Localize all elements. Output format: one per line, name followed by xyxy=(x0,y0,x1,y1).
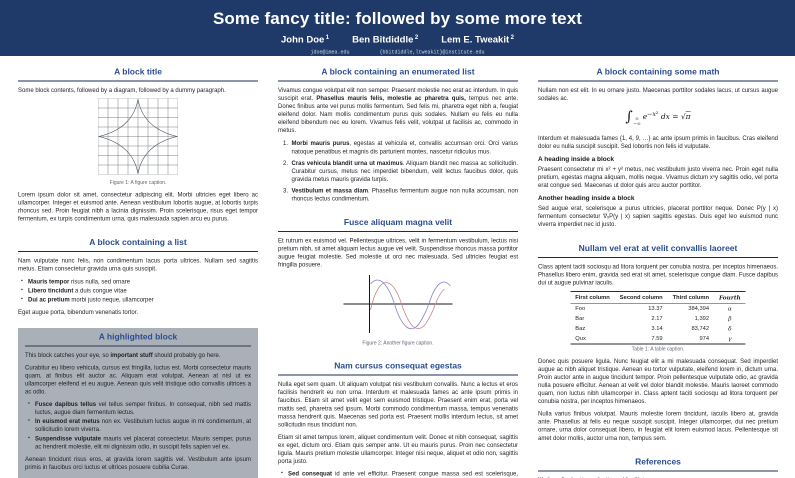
grid-star-diagram xyxy=(97,98,179,175)
list-item: Fusce dapibus tellus vel tellus semper f… xyxy=(28,400,251,416)
column-header: First column xyxy=(570,291,615,304)
poster-header: Some fancy title: followed by some more … xyxy=(0,0,795,56)
body-paragraph: Aenean tincidunt risus eros, at gravida … xyxy=(25,455,251,471)
data-table: First column Second column Third column … xyxy=(570,290,746,345)
enumerated-list: 1. Morbi mauris purus, egestas at vehicul… xyxy=(283,139,518,202)
figure-caption: Figure 2: Another figure caption. xyxy=(362,340,434,347)
list-item: Sed consequat id ante vel efficitur. Pra… xyxy=(281,470,518,478)
table-row: Baz 3.14 83,742 δ xyxy=(575,324,732,332)
author-3: Lem E. Tweakit 2 xyxy=(441,34,514,46)
body-paragraph: Some block contents, followed by a diagr… xyxy=(18,86,226,94)
block-heading: References xyxy=(538,454,778,472)
body-paragraph: Et rutrum ex euismod vel. Pellentesque u… xyxy=(278,237,518,269)
table-caption: Table 1: A table caption. xyxy=(631,346,685,352)
highlighted-block: A highlighted block This block catches y… xyxy=(18,327,258,478)
poster-columns: A block title Some block contents, follo… xyxy=(0,56,795,478)
email-2: {bbitdiddle,ltweakit}@institute.edu xyxy=(379,50,485,56)
block-heading: A block containing a list xyxy=(18,235,258,253)
list-item: Libero tincidunt a duis congue vitae xyxy=(21,286,258,294)
block-references: References [1] Seung-Pyo Jun, Hyoung Sun… xyxy=(538,454,778,478)
block-heading: Nam cursus consequat egestas xyxy=(278,358,518,376)
block-table: Nullam vel erat at velit convallis laore… xyxy=(538,240,778,442)
body-paragraph: Donec quis posuere ligula. Nunc feugiat … xyxy=(538,357,778,405)
list-item: Suspendisse vulputate mauris vel placera… xyxy=(28,434,251,450)
list-item: Mauris tempor risus nulla, sed ornare xyxy=(21,277,258,285)
author-affiliation-sup: 2 xyxy=(510,33,514,41)
column-header: Fourth xyxy=(714,291,746,304)
list-item: Dui ac pretium morbi justo neque, ullamc… xyxy=(21,295,258,303)
body-paragraph: Curabitur eu libero vehicula, cursus est… xyxy=(25,363,251,396)
sine-plot xyxy=(343,275,453,334)
block-fusce-aliquam: Fusce aliquam magna velit Et rutrum ex e… xyxy=(278,215,518,346)
inner-heading: Another heading inside a block xyxy=(538,194,635,202)
table-row: Bar 2.17 1,392 β xyxy=(575,314,732,322)
column-right: A block containing some math Nullam non … xyxy=(538,64,778,478)
block-heading: Fusce aliquam magna velit xyxy=(278,215,518,233)
body-paragraph: Lorem ipsum dolor sit amet, consectetur … xyxy=(18,191,258,223)
author-affiliation-sup: 2 xyxy=(414,33,419,41)
references-list: [1] Seung-Pyo Jun, Hyoung Sun Yoo, and S… xyxy=(538,476,778,478)
body-paragraph: This block catches your eye, so importan… xyxy=(25,351,221,359)
math-equation: ∫ ∞ −∞ e−x² dx = √π xyxy=(625,108,691,127)
authors-line: John Doe 1 Ben Bitdiddle 2 Lem E. Tweakit 2 xyxy=(0,34,795,46)
column-header: Third column xyxy=(667,291,715,304)
list-item: In euismod erat metus non ex. Vestibulum… xyxy=(28,417,251,433)
column-header: Second column xyxy=(614,291,668,304)
inner-heading: A heading inside a block xyxy=(538,155,614,163)
enum-item: 3. Vestibulum et massa diam. Phasellus fe… xyxy=(283,186,518,202)
author-affiliation-sup: 1 xyxy=(325,33,330,41)
table-row: Foo 13.37 384,394 α xyxy=(575,304,732,312)
body-paragraph: Vivamus congue volutpat elit non semper.… xyxy=(278,86,519,134)
block-enumerated-list: A block containing an enumerated list Vi… xyxy=(278,64,518,203)
sine-curve-blue xyxy=(370,279,451,330)
author-2: Ben Bitdiddle 2 xyxy=(352,34,418,46)
enum-item: 2. Cras vehicula blandit urna ut maximus.… xyxy=(283,159,518,183)
column-left: A block title Some block contents, follo… xyxy=(18,64,258,478)
block-some-math: A block containing some math Nullam non … xyxy=(538,64,778,228)
column-middle: A block containing an enumerated list Vi… xyxy=(278,64,518,478)
block-nam-cursus: Nam cursus consequat egestas Nulla eget … xyxy=(278,358,518,478)
table-header-row: First column Second column Third column … xyxy=(570,291,746,304)
poster-title: Some fancy title: followed by some more … xyxy=(212,9,583,28)
block-heading: Nullam vel erat at velit convallis laore… xyxy=(538,240,778,258)
figure-sine-plot: Figure 2: Another figure caption. xyxy=(278,273,518,346)
block-heading: A block containing an enumerated list xyxy=(278,64,518,82)
block-heading: A block containing some math xyxy=(538,64,778,82)
body-paragraph: Eget augue porta, bibendum venenatis tor… xyxy=(18,308,139,316)
email-1: jdoe@imea.edu xyxy=(310,50,350,56)
author-name: Lem E. Tweakit xyxy=(441,34,510,46)
body-paragraph: Praesent consectetur mi x² + y² metus, n… xyxy=(538,165,778,189)
body-paragraph: Nam vulputate nunc felis, non condimentu… xyxy=(18,257,258,273)
bullet-list: Sed consequat id ante vel efficitur. Pra… xyxy=(281,470,518,478)
body-paragraph: Nulla eget sem quam. Ut aliquam volutpat… xyxy=(278,380,518,428)
table-row: Qux 7.59 974 γ xyxy=(575,334,732,342)
integral-sign: ∫ xyxy=(625,108,633,125)
reference-item: [1] Seung-Pyo Jun, Hyoung Sun Yoo, and S… xyxy=(538,476,778,478)
figure-caption: Figure 1: A figure caption. xyxy=(109,180,167,186)
block-containing-a-list: A block containing a list Nam vulputate … xyxy=(18,235,258,316)
body-paragraph: Sed augue erat, scelerisque a purus ultr… xyxy=(538,204,778,228)
body-paragraph: Class aptent taciti sociosqu ad litora t… xyxy=(538,262,778,286)
star-outline xyxy=(98,99,178,174)
grid-lines xyxy=(97,98,179,175)
author-1: John Doe 1 xyxy=(281,34,329,46)
body-paragraph: Nulla varius finibus volutpat. Mauris mo… xyxy=(538,410,778,442)
body-paragraph: Nullam non est elit. In eu ornare justo.… xyxy=(538,86,778,102)
bullet-list: Fusce dapibus tellus vel tellus semper f… xyxy=(28,400,251,450)
figure-grid-star: Figure 1: A figure caption. xyxy=(18,98,258,186)
author-emails: jdoe@imea.edu {bbitdiddle,ltweakit}@inst… xyxy=(0,50,795,56)
author-name: Ben Bitdiddle xyxy=(352,34,414,46)
body-paragraph: Interdum et malesuada fames {1, 4, 9, …}… xyxy=(538,134,778,150)
block-heading: A block title xyxy=(18,64,258,82)
block-a-block-title: A block title Some block contents, follo… xyxy=(18,64,258,223)
block-heading: A highlighted block xyxy=(25,329,251,347)
bullet-list: Mauris tempor risus nulla, sed ornare Li… xyxy=(21,277,258,303)
body-paragraph: Etiam sit amet tempus lorem, aliquet con… xyxy=(278,433,518,465)
author-name: John Doe xyxy=(281,34,325,46)
enum-item: 1. Morbi mauris purus, egestas at vehicul… xyxy=(283,139,519,155)
sine-curve-red xyxy=(370,282,445,330)
